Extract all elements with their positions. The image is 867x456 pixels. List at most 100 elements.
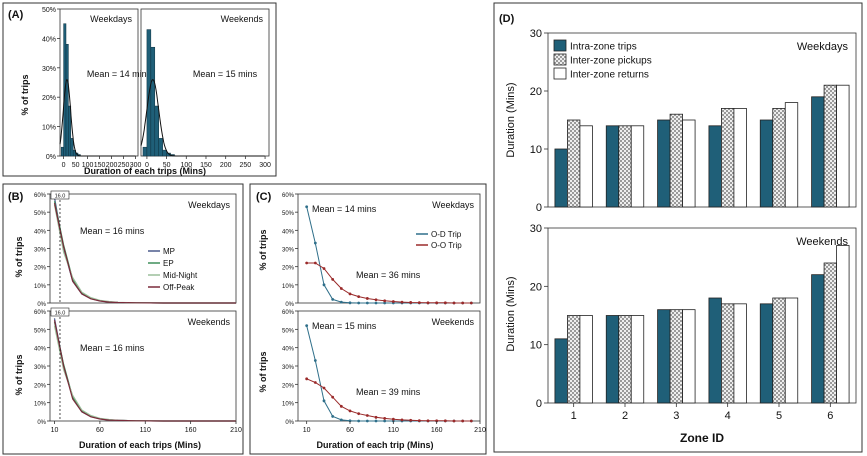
chart-C-weekdays-point — [357, 295, 361, 299]
chart-D-weekends-bar — [567, 315, 581, 404]
chart-C-weekends-point — [357, 419, 361, 423]
chart-A-weekdays-bar — [68, 105, 72, 157]
chart-B-weekdays-legend-label: Mid-Night — [163, 271, 198, 280]
chart-C-weekdays-point — [400, 300, 404, 304]
chart-D-weekends-bar — [657, 309, 671, 404]
chart-C-weekdays-legend-label: O-D Trip — [431, 230, 462, 239]
chart-C-weekends-point — [417, 419, 421, 423]
chart-b-xlabel: Duration of each trips (Mins) — [79, 440, 201, 450]
chart-D-weekdays-bar — [669, 113, 683, 208]
chart-C-weekends-title: Weekends — [432, 317, 475, 327]
chart-C-weekends-point — [435, 419, 439, 423]
chart-B-weekends-ytick-label: 30% — [34, 365, 47, 371]
chart-D-weekdays-bar — [567, 119, 581, 208]
chart-D-weekends-xtick-label: 1 — [571, 410, 577, 422]
chart-B-weekdays-ytick-label: 60% — [34, 193, 47, 199]
chart-C-weekdays-ytick-label: 0% — [285, 302, 294, 308]
chart-A-weekends-xtick-label: 50 — [163, 162, 171, 169]
chart-C-weekdays-point — [305, 261, 309, 265]
chart-A-weekdays-xtick-label: 0 — [62, 162, 66, 169]
chart-D-weekdays-legend-swatch — [553, 67, 567, 80]
chart-B-weekdays-mean-box — [50, 190, 70, 200]
chart-C-weekdays-point — [331, 277, 335, 281]
chart-D-weekends-plot-area — [547, 227, 857, 404]
chart-D-weekends-title: Weekends — [796, 236, 848, 248]
chart-d-weekdays: 0 10 20 30 Weekdays Intra-zone trips Inter-zon… — [530, 28, 857, 214]
chart-C-weekdays-point — [383, 299, 387, 303]
chart-c-weekdays-ylabel: % of trips — [258, 229, 268, 270]
chart-D-weekdays-ytick-label: 0 — [536, 202, 542, 214]
panel-label-d: (D) — [499, 13, 515, 25]
chart-d-weekends: 0 10 20 30 1 2 3 4 5 6 Weekends — [530, 223, 857, 422]
chart-B-weekdays-ytick-label: 30% — [34, 248, 47, 254]
chart-C-weekends-point — [374, 415, 378, 419]
chart-C-weekdays-point — [417, 301, 421, 305]
chart-c-weekdays: 0% 10% 20% 30% 40% 50% 60% Weekdays Mean = 14 mi… — [282, 193, 481, 308]
chart-C-weekends-series-line — [306, 325, 472, 422]
chart-D-weekends-bar — [579, 315, 593, 404]
chart-A-weekends-plot-area — [140, 8, 270, 157]
chart-C-weekdays-point — [383, 301, 387, 305]
chart-D-weekdays-bar — [554, 148, 568, 208]
chart-B-weekends-ytick-label: 20% — [34, 383, 47, 389]
chart-C-weekdays-point — [339, 287, 343, 290]
chart-B-weekends-series-line — [53, 318, 236, 422]
chart-D-weekends-xtick-label: 4 — [725, 410, 731, 422]
chart-A-weekends-bar — [162, 149, 167, 157]
chart-C-weekdays-point — [348, 301, 352, 305]
chart-C-weekends-ytick-label: 30% — [282, 365, 295, 371]
chart-B-weekdays-ytick-label: 20% — [34, 266, 47, 272]
chart-D-weekends-ytick-label: 0 — [536, 398, 542, 410]
chart-D-weekdays-bar — [811, 96, 825, 208]
chart-B-weekdays-legend-label: MP — [163, 247, 175, 256]
chart-c-weekends-ylabel: % of trips — [258, 351, 268, 392]
chart-C-weekends-xtick-label: 10 — [303, 427, 311, 434]
chart-C-weekends-point — [365, 419, 369, 423]
chart-D-weekdays-legend-swatch — [553, 53, 567, 66]
chart-D-weekdays-bar — [759, 119, 774, 208]
chart-B-weekends-mean-box — [50, 307, 70, 317]
chart-C-weekends-ytick-label: 10% — [282, 402, 295, 408]
chart-C-weekends-point — [322, 399, 326, 403]
chart-C-weekends-ytick-label: 40% — [282, 347, 295, 353]
chart-C-weekdays-ytick-label: 30% — [282, 248, 295, 254]
chart-C-weekdays-point — [435, 301, 439, 305]
chart-C-weekends-point — [339, 418, 343, 422]
chart-B-weekdays-ytick-label: 50% — [34, 211, 47, 217]
chart-B-weekdays-legend-label: Off-Peak — [163, 283, 195, 292]
chart-D-weekends-bar — [836, 245, 850, 404]
chart-C-weekends-series-line — [306, 378, 472, 422]
chart-A-weekdays-bar — [65, 44, 69, 157]
chart-D-weekends-xtick-label: 2 — [622, 410, 628, 422]
chart-A-weekdays-bar — [60, 146, 64, 157]
chart-b-weekends-ylabel: % of trips — [14, 354, 24, 395]
chart-A-weekends-xtick-label: 200 — [220, 162, 232, 169]
chart-D-weekdays-ytick-label: 30 — [530, 28, 542, 40]
chart-D-weekdays-legend-label: Inter-zone pickups — [570, 56, 652, 67]
chart-D-weekdays-legend-label: Intra-zone trips — [570, 42, 637, 53]
chart-D-weekends-bar — [721, 303, 735, 404]
chart-C-weekends-xtick-label: 160 — [431, 427, 443, 434]
chart-D-weekends-bar — [605, 315, 620, 404]
chart-C-weekends-point — [452, 419, 456, 423]
chart-A-weekdays-title: Weekdays — [90, 14, 132, 24]
chart-B-weekends-ytick-label: 10% — [34, 402, 47, 408]
chart-a-ylabel: % of trips — [20, 74, 30, 115]
chart-C-weekdays-point — [365, 297, 369, 300]
chart-D-weekdays-bar — [823, 84, 837, 208]
chart-C-weekends-xtick-label: 210 — [474, 427, 486, 434]
chart-A-weekdays-ytick-label: 40% — [42, 36, 56, 43]
chart-C-weekends-point — [331, 415, 335, 418]
chart-d-weekends-ylabel: Duration (Mins) — [505, 276, 517, 351]
chart-A-weekends-xtick-label: 300 — [259, 162, 271, 169]
chart-b-weekends: 0% 10% 20% 30% 40% 50% 60% 16.0 Weekends Mean = 1… — [34, 307, 242, 434]
chart-B-weekends-series-line — [53, 325, 236, 422]
chart-D-weekends-bar — [669, 309, 683, 404]
chart-C-weekends-point — [322, 386, 326, 390]
chart-C-weekdays-point — [426, 301, 430, 305]
chart-D-weekends-xtick-label: 6 — [827, 410, 833, 422]
chart-d-xlabel: Zone ID — [680, 431, 724, 445]
chart-B-weekends-series-line — [53, 320, 236, 422]
chart-A-weekdays-ytick-label: 50% — [42, 7, 56, 14]
chart-B-weekdays-mean-annotation: Mean = 16 mins — [80, 226, 145, 236]
